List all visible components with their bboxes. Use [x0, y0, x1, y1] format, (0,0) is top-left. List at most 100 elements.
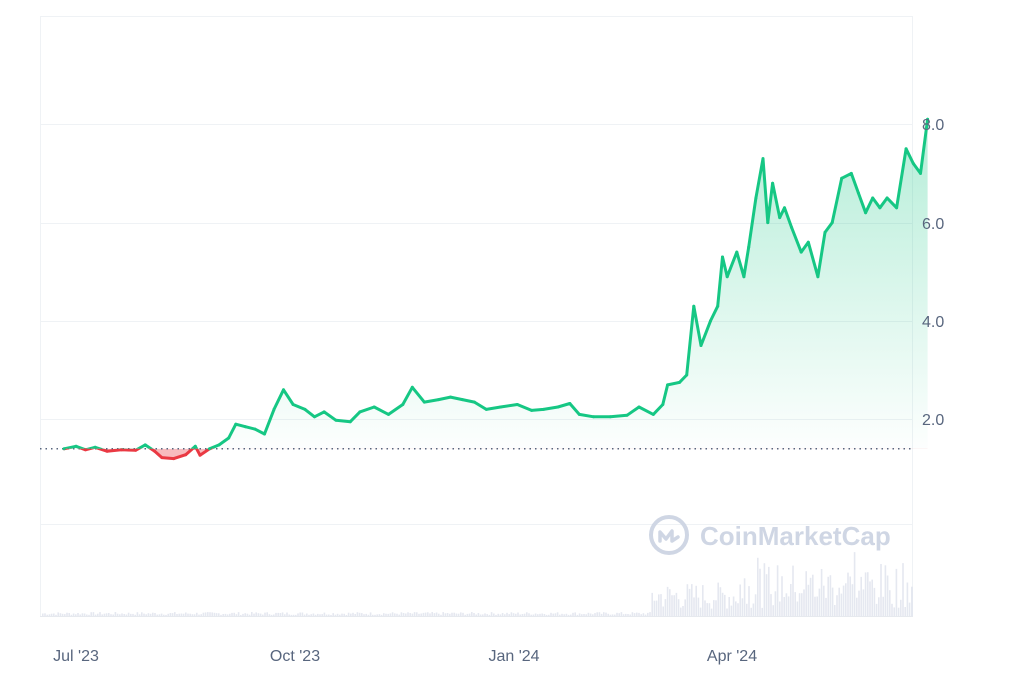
price-point [878, 206, 882, 210]
volume-bar [376, 614, 378, 616]
volume-bar [598, 612, 601, 616]
volume-bar [83, 613, 86, 616]
volume-bar [845, 583, 847, 616]
volume-bar [204, 612, 207, 616]
volume-bar [182, 613, 185, 616]
volume-bar [207, 612, 209, 616]
volume-bar [455, 613, 458, 616]
volume-bar [790, 584, 792, 616]
volume-bar [380, 614, 383, 616]
price-point [410, 385, 414, 389]
volume-bar [682, 606, 684, 616]
volume-bar [453, 612, 455, 616]
volume-bar [596, 612, 598, 616]
volume-bar [143, 613, 145, 616]
volume-bar [244, 613, 246, 616]
volume-bar [394, 613, 396, 616]
volume-bar [666, 586, 669, 616]
volume-bar [48, 614, 51, 616]
price-point [864, 211, 868, 215]
volume-bar [138, 614, 141, 616]
y-tick-label: 8.0 [922, 117, 944, 134]
price-point [472, 400, 476, 404]
price-point [193, 444, 197, 448]
volume-bar [323, 612, 326, 616]
volume-bar [684, 599, 686, 616]
volume-bar [618, 613, 620, 616]
volume-bar [589, 613, 592, 616]
price-point [783, 206, 786, 210]
volume-bar [539, 613, 541, 616]
volume-bar [46, 614, 48, 616]
volume-bar [871, 579, 873, 616]
volume-bar [708, 603, 711, 616]
volume-bar [605, 612, 607, 616]
volume-bar [446, 613, 449, 616]
volume-bar [372, 614, 374, 616]
volume-bar [75, 614, 77, 616]
volume-bar [495, 614, 497, 616]
volume-bar [352, 612, 354, 616]
volume-bar [240, 615, 242, 616]
volume-bar [341, 613, 343, 616]
volume-bar [671, 595, 673, 616]
volume-bar [515, 613, 517, 616]
volume-bar [680, 607, 682, 616]
price-point [234, 422, 238, 426]
volume-bar [761, 607, 763, 616]
volume-bar [295, 614, 297, 616]
volume-bar [462, 612, 464, 616]
price-point [766, 221, 770, 225]
volume-bar [475, 614, 477, 616]
volume-bar [776, 565, 779, 616]
volume-bar [886, 575, 889, 616]
volume-bar [431, 612, 433, 616]
volume-bar [592, 614, 594, 616]
coinmarketcap-logo-icon [649, 515, 689, 555]
volume-bar [398, 614, 400, 616]
volume-bar [556, 612, 559, 616]
volume-bar [578, 613, 581, 616]
volume-bar [281, 612, 284, 616]
price-point [449, 395, 452, 399]
price-point [208, 447, 212, 451]
volume-bar [310, 614, 312, 616]
volume-bar [686, 584, 689, 616]
volume-bar [724, 594, 726, 616]
volume-bar [442, 612, 444, 616]
volume-bar [697, 597, 700, 616]
volume-bar [222, 614, 224, 616]
volume-bar [275, 612, 277, 616]
volume-bar [801, 593, 803, 616]
volume-bar [636, 612, 638, 616]
volume-bar [572, 612, 574, 616]
volume-bar [163, 614, 165, 616]
volume-bar [116, 613, 119, 616]
volume-bar [534, 613, 537, 616]
volume-bar [160, 613, 163, 616]
volume-bar [567, 614, 570, 616]
volume-bar [61, 613, 64, 616]
volume-bar [693, 597, 695, 616]
price-point [856, 191, 860, 195]
volume-bar [79, 614, 81, 616]
volume-bar [367, 614, 370, 616]
volume-bar [831, 587, 834, 616]
volume-bar [108, 613, 110, 616]
volume-bars [42, 552, 913, 616]
volume-bar [490, 612, 493, 616]
volume-bar [422, 612, 425, 616]
volume-bar [213, 612, 216, 616]
price-point [243, 425, 247, 429]
volume-bar [400, 612, 403, 616]
volume-bar [255, 612, 257, 616]
volume-bar [321, 614, 323, 616]
volume-bar [178, 613, 180, 616]
volume-bar [658, 594, 660, 616]
volume-bar [97, 613, 99, 616]
volume-bar [90, 612, 92, 616]
volume-bar [721, 592, 724, 616]
volume-bar [215, 613, 218, 616]
price-point [778, 216, 782, 220]
volume-bar [649, 612, 651, 616]
